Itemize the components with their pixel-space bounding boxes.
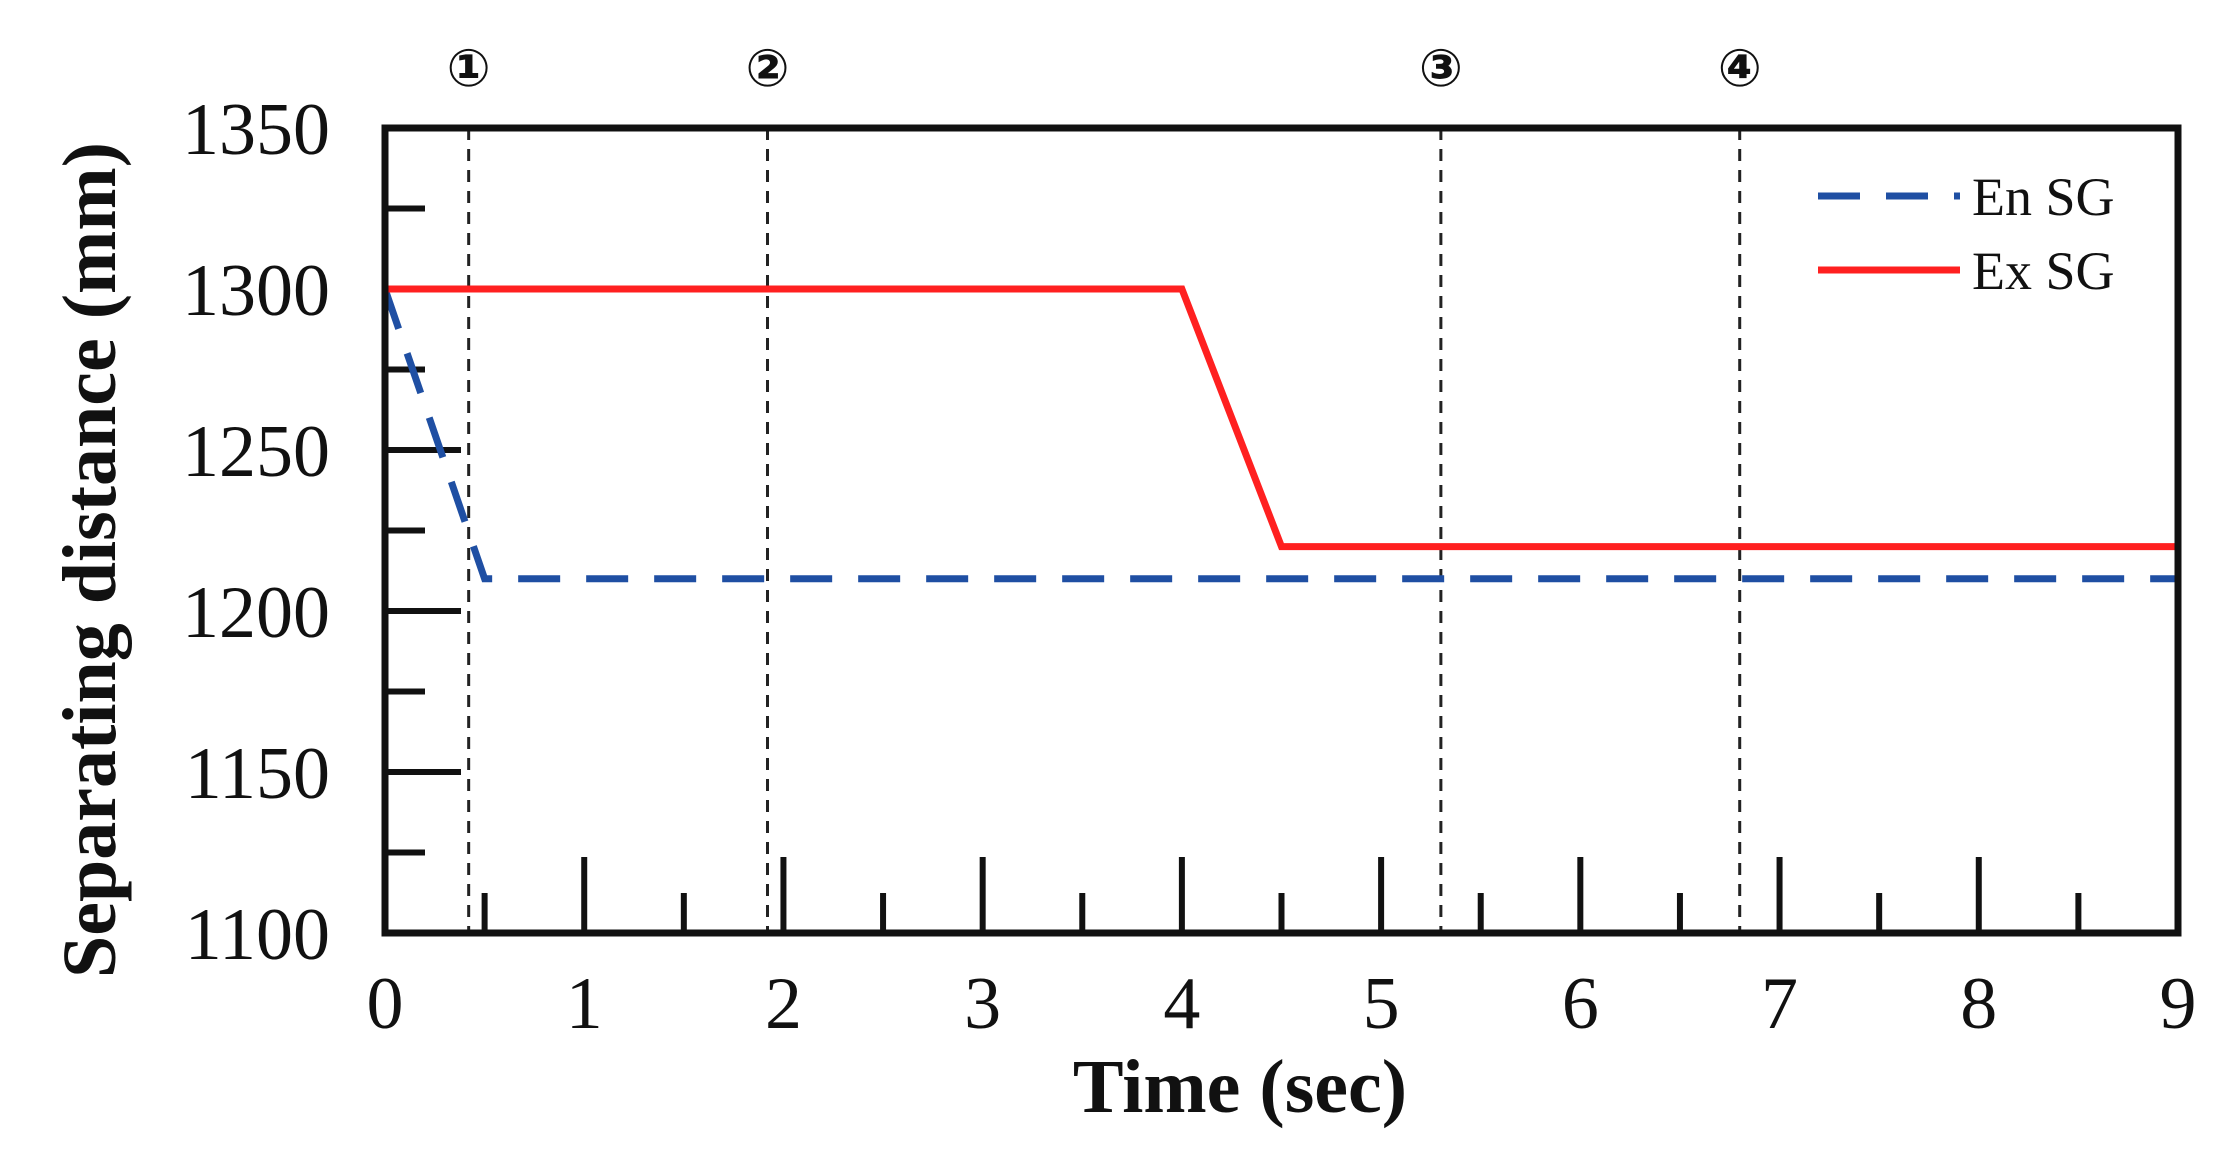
y-tick-label: 1300 [182, 250, 330, 332]
x-tick-label: 4 [1163, 963, 1200, 1045]
event-markers [467, 128, 1742, 933]
tick-labels: 0 1 2 3 4 5 6 7 8 9 1100 1150 1200 1250 1300 1350 ① ② ③ ④ [182, 40, 2197, 1045]
x-axis-title: Time (sec) [1073, 1045, 1407, 1129]
legend: En SG Ex SG [1818, 167, 2115, 301]
x-tick-label: 8 [1960, 963, 1997, 1045]
event-marker-label: ④ [1718, 40, 1762, 98]
x-tick-label: 7 [1761, 963, 1798, 1045]
y-tick-label: 1350 [182, 89, 330, 171]
series-line-en-sg [381, 287, 2178, 583]
data-series [381, 285, 2178, 583]
x-tick-label: 5 [1363, 963, 1400, 1045]
x-tick-label: 9 [2160, 963, 2197, 1045]
y-tick-label: 1200 [182, 572, 330, 654]
event-marker-label: ③ [1419, 40, 1463, 98]
y-tick-label: 1250 [182, 411, 330, 493]
x-tick-label: 1 [566, 963, 603, 1045]
x-tick-label: 2 [765, 963, 802, 1045]
x-tick-label: 6 [1562, 963, 1599, 1045]
y-axis-title: Separating distance (mm) [48, 142, 132, 978]
legend-label-en-sg: En SG [1972, 167, 2115, 227]
event-marker-label: ① [447, 40, 491, 98]
axis-ticks [385, 205, 2082, 933]
x-tick-label: 0 [367, 963, 404, 1045]
series-line-ex-sg [385, 285, 2178, 551]
x-tick-label: 3 [964, 963, 1001, 1045]
plot-frame [381, 124, 2182, 937]
y-tick-label: 1100 [185, 894, 330, 976]
event-marker-label: ② [745, 40, 789, 98]
legend-label-ex-sg: Ex SG [1972, 241, 2115, 301]
y-tick-label: 1150 [185, 733, 330, 815]
